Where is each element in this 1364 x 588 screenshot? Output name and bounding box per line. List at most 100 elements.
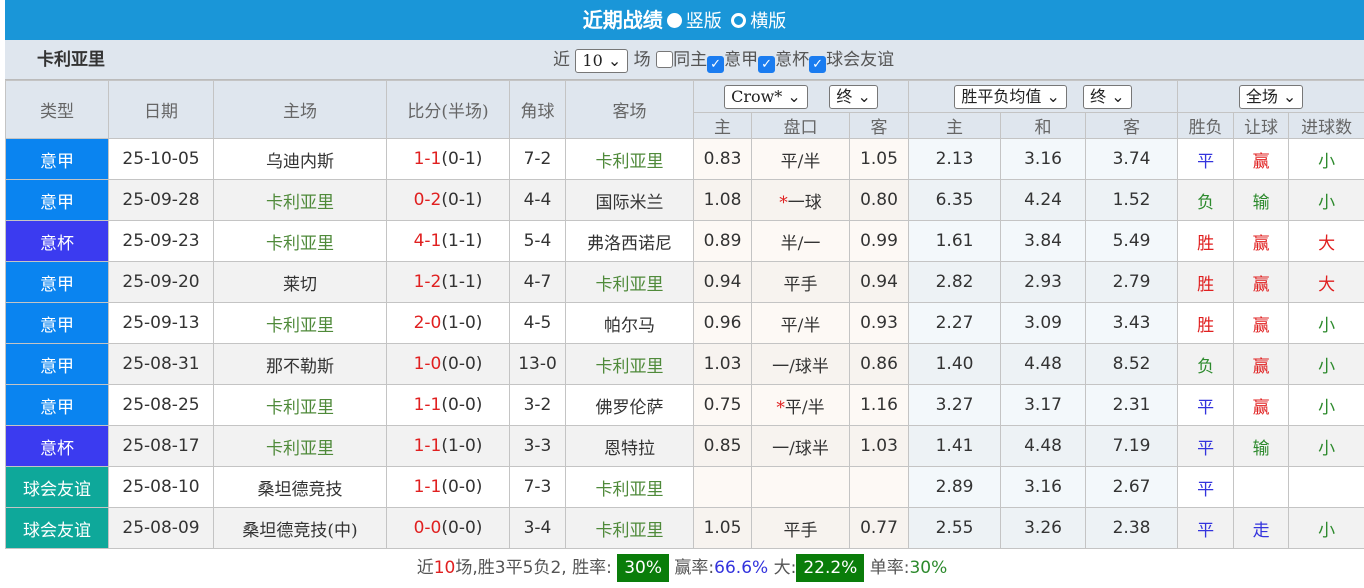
over-rate-badge: 22.2%	[796, 554, 865, 582]
handicap-result: 赢	[1233, 384, 1290, 426]
away-team: 卡利亚里	[565, 507, 694, 549]
home-team: 卡利亚里	[213, 302, 387, 344]
corners: 3-4	[509, 507, 566, 549]
euro-draw-odds: 3.16	[1000, 138, 1087, 180]
asian-home-odds: 1.03	[693, 343, 752, 385]
euro-home-odds: 3.27	[908, 384, 1002, 426]
type-badge: 球会友谊	[5, 466, 109, 508]
euro-away-odds: 2.38	[1085, 507, 1179, 549]
vertical-radio[interactable]	[666, 13, 682, 28]
goals-result: 小	[1288, 343, 1364, 385]
col-euro-draw: 和	[1000, 112, 1087, 139]
coppa-checkbox[interactable]: ✓	[758, 56, 776, 73]
euro-time-select[interactable]: 终 ⌄	[1083, 84, 1132, 109]
score: 1-1(0-0)	[386, 466, 510, 508]
handicap-result: 赢	[1233, 220, 1290, 262]
horizontal-label[interactable]: 横版	[750, 11, 787, 32]
col-asian-line: 盘口	[751, 112, 850, 139]
corners: 7-2	[509, 138, 566, 180]
euro-away-odds: 7.19	[1085, 425, 1179, 467]
handicap-line: 平/半	[751, 302, 850, 344]
handicap-result: 赢	[1233, 302, 1290, 344]
euro-home-odds: 2.13	[908, 138, 1002, 180]
table-row[interactable]: 意甲 25-08-31 那不勒斯 1-0(0-0) 13-0 卡利亚里 1.03 一/球半 0.…	[5, 343, 1364, 385]
table-row[interactable]: 意杯 25-09-23 卡利亚里 4-1(1-1) 5-4 弗洛西诺尼 0.89 半/一 0.9…	[5, 220, 1364, 262]
vertical-label[interactable]: 竖版	[685, 11, 722, 32]
score: 1-2(1-1)	[386, 261, 510, 303]
section-title: 近期战绩	[582, 8, 663, 32]
corners: 4-5	[509, 302, 566, 344]
half-time-score: (1-1)	[441, 231, 483, 251]
star-marker: *	[779, 192, 788, 213]
table-row[interactable]: 意杯 25-08-17 卡利亚里 1-1(1-0) 3-3 恩特拉 0.85 一/球半 1.03…	[5, 425, 1364, 467]
goals-result: 小	[1288, 179, 1364, 221]
asian-away-odds: 0.93	[848, 302, 910, 344]
match-result: 平	[1177, 466, 1235, 508]
asian-away-odds: 1.05	[848, 138, 910, 180]
away-team: 帕尔马	[565, 302, 694, 344]
full-time-score: 1-1	[413, 149, 442, 169]
matches-label: 场	[633, 50, 651, 70]
asian-away-odds	[848, 466, 910, 508]
period-select[interactable]: 全场 ⌄	[1238, 84, 1304, 109]
col-handicap: 让球	[1233, 112, 1290, 139]
euro-type-select[interactable]: 胜平负均值 ⌄	[954, 84, 1067, 109]
half-time-score: (0-0)	[441, 518, 483, 538]
table-row[interactable]: 意甲 25-09-28 卡利亚里 0-2(0-1) 4-4 国际米兰 1.08 *一球 0.80…	[5, 179, 1364, 221]
handicap-line: 平/半	[751, 138, 850, 180]
asian-away-odds: 0.80	[848, 179, 910, 221]
full-time-score: 1-0	[413, 354, 442, 374]
table-row[interactable]: 球会友谊 25-08-09 桑坦德竞技(中) 0-0(0-0) 3-4 卡利亚里 1.05 平…	[5, 507, 1364, 549]
serie-a-checkbox[interactable]: ✓	[707, 56, 725, 73]
match-date: 25-08-25	[108, 384, 214, 426]
full-time-score: 1-2	[413, 272, 442, 292]
match-date: 25-09-13	[108, 302, 214, 344]
asian-away-odds: 0.99	[848, 220, 910, 262]
euro-home-odds: 2.55	[908, 507, 1002, 549]
horizontal-radio[interactable]	[731, 13, 747, 28]
asian-away-odds: 0.86	[848, 343, 910, 385]
match-count-select[interactable]: 10 ⌄	[575, 48, 629, 73]
asian-home-odds: 1.08	[693, 179, 752, 221]
asian-company-select[interactable]: Crow* ⌄	[724, 84, 808, 109]
euro-away-odds: 3.43	[1085, 302, 1179, 344]
same-home-checkbox[interactable]	[656, 51, 674, 68]
table-row[interactable]: 球会友谊 25-08-10 桑坦德竞技 1-1(0-0) 7-3 卡利亚里 2.89 3.16…	[5, 466, 1364, 508]
type-badge: 意甲	[5, 261, 109, 303]
asian-home-odds: 0.94	[693, 261, 752, 303]
goals-result: 小	[1288, 425, 1364, 467]
half-time-score: (0-1)	[441, 190, 483, 210]
col-goals: 进球数	[1288, 112, 1364, 139]
match-date: 25-08-17	[108, 425, 214, 467]
euro-draw-odds: 4.48	[1000, 425, 1087, 467]
asian-home-odds: 0.96	[693, 302, 752, 344]
asian-home-odds: 1.05	[693, 507, 752, 549]
half-time-score: (1-1)	[441, 272, 483, 292]
corners: 5-4	[509, 220, 566, 262]
type-badge: 意甲	[5, 138, 109, 180]
section-header: 近期战绩 竖版 横版	[5, 0, 1364, 40]
goals-result: 小	[1288, 507, 1364, 549]
col-asian-home: 主	[693, 112, 752, 139]
away-team: 卡利亚里	[565, 261, 694, 303]
table-row[interactable]: 意甲 25-09-13 卡利亚里 2-0(1-0) 4-5 帕尔马 0.96 平/半 0.93 2…	[5, 302, 1364, 344]
full-time-score: 0-2	[413, 190, 442, 210]
score: 0-0(0-0)	[386, 507, 510, 549]
score: 1-1(1-0)	[386, 425, 510, 467]
asian-away-odds: 1.03	[848, 425, 910, 467]
goals-result: 小	[1288, 302, 1364, 344]
table-row[interactable]: 意甲 25-10-05 乌迪内斯 1-1(0-1) 7-2 卡利亚里 0.83 平/半 1.05…	[5, 138, 1364, 180]
type-badge: 意甲	[5, 343, 109, 385]
table-row[interactable]: 意甲 25-09-20 莱切 1-2(1-1) 4-7 卡利亚里 0.94 平手 0.94 2.8…	[5, 261, 1364, 303]
match-result: 平	[1177, 425, 1235, 467]
euro-draw-odds: 3.84	[1000, 220, 1087, 262]
euro-draw-odds: 3.26	[1000, 507, 1087, 549]
col-euro-home: 主	[908, 112, 1002, 139]
match-result: 平	[1177, 507, 1235, 549]
asian-time-select[interactable]: 终 ⌄	[829, 84, 878, 109]
handicap-result: 输	[1233, 179, 1290, 221]
table-row[interactable]: 意甲 25-08-25 卡利亚里 1-1(0-0) 3-2 佛罗伦萨 0.75 *平/半 1.1…	[5, 384, 1364, 426]
friendly-checkbox[interactable]: ✓	[809, 56, 827, 73]
col-euro-away: 客	[1085, 112, 1179, 139]
euro-draw-odds: 2.93	[1000, 261, 1087, 303]
